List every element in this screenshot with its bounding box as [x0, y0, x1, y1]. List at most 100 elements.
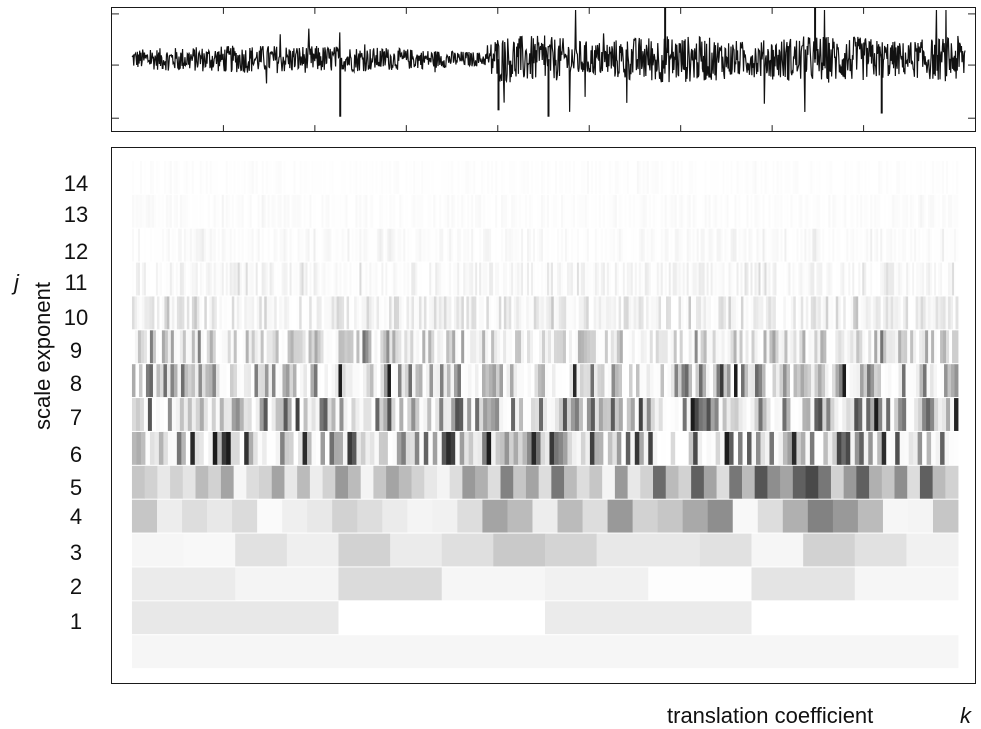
heatmap-cell — [431, 296, 435, 330]
heatmap-cell — [708, 228, 712, 262]
heatmap-cell — [806, 398, 811, 431]
heatmap-cell — [604, 160, 608, 194]
heatmap-cell — [643, 330, 648, 364]
heatmap-cell — [165, 262, 169, 296]
heatmap-cell — [870, 228, 873, 262]
heatmap-cell — [551, 465, 565, 499]
heatmap-cell — [746, 398, 751, 431]
heatmap-cell — [554, 194, 558, 228]
heatmap-cell — [481, 160, 484, 194]
heatmap-cell — [632, 160, 636, 194]
heatmap-cell — [455, 262, 458, 296]
heatmap-cell — [410, 330, 414, 364]
heatmap-cell — [794, 194, 797, 228]
heatmap-cell — [565, 330, 570, 364]
heatmap-cell — [639, 431, 645, 465]
heatmap-cell — [319, 194, 322, 228]
heatmap-cell — [527, 262, 530, 296]
heatmap-cell — [429, 194, 432, 228]
heatmap-cell — [229, 296, 233, 330]
heatmap-cell — [475, 160, 478, 194]
heatmap-cell — [767, 465, 781, 499]
heatmap-cell — [607, 330, 612, 364]
heatmap-cell — [722, 228, 725, 262]
heatmap-cell — [491, 296, 495, 330]
heatmap-cell — [408, 296, 412, 330]
heatmap-cell — [143, 228, 147, 262]
heatmap-cell — [201, 194, 205, 228]
heatmap-cell — [343, 194, 346, 228]
heatmap-cell — [277, 228, 281, 262]
heatmap-cell — [263, 398, 269, 431]
heatmap-cell — [169, 262, 173, 296]
heatmap-cell — [594, 228, 598, 262]
heatmap-cell — [952, 194, 955, 228]
heatmap-cell — [465, 228, 468, 262]
heatmap-cell — [475, 465, 489, 499]
heatmap-cell — [481, 296, 485, 330]
heatmap-cell — [247, 364, 252, 398]
heatmap-cell — [772, 194, 775, 228]
heatmap-cell — [523, 296, 527, 330]
heatmap-cell — [918, 228, 921, 262]
heatmap-cell — [685, 364, 689, 398]
heatmap-cell — [711, 431, 717, 465]
heatmap-cell — [503, 160, 506, 194]
heatmap-cell — [622, 398, 628, 431]
heatmap-cell — [566, 296, 570, 330]
heatmap-cell — [606, 228, 610, 262]
heatmap-cell — [530, 330, 534, 364]
heatmap-cell — [377, 228, 380, 262]
heatmap-cell — [696, 160, 700, 194]
heatmap-cell — [405, 228, 408, 262]
heatmap-cell — [438, 296, 442, 330]
heatmap-cell — [461, 330, 465, 364]
heatmap-cell — [758, 262, 761, 296]
heatmap-cell — [266, 330, 271, 364]
heatmap-cell — [327, 228, 330, 262]
heatmap-cell — [918, 262, 921, 296]
heatmap-cell — [399, 194, 402, 228]
heatmap-cell — [407, 499, 433, 533]
heatmap-cell — [626, 296, 630, 330]
heatmap-cell — [728, 160, 731, 194]
heatmap-cell — [885, 296, 889, 330]
heatmap-cell — [429, 160, 432, 194]
heatmap-cell — [558, 262, 562, 296]
heatmap-cell — [163, 194, 167, 228]
heatmap-cell — [335, 228, 338, 262]
heatmap-cell — [662, 194, 666, 228]
heatmap-cell — [371, 330, 375, 364]
heatmap-cell — [906, 228, 909, 262]
heatmap-cell — [877, 364, 882, 398]
heatmap-cell — [479, 160, 482, 194]
heatmap-cell — [441, 160, 444, 194]
heatmap-cell — [586, 398, 592, 431]
heatmap-cell — [357, 499, 383, 533]
heatmap-cell — [703, 296, 707, 330]
heatmap-cell — [184, 296, 188, 330]
heatmap-cell — [755, 296, 759, 330]
heatmap-cell — [451, 194, 454, 228]
heatmap-cell — [704, 194, 708, 228]
heatmap-cell — [345, 194, 348, 228]
heatmap-cell — [519, 194, 522, 228]
heatmap-cell — [854, 262, 857, 296]
heatmap-cell — [311, 330, 315, 364]
heatmap-cell — [479, 228, 482, 262]
heatmap-cell — [786, 364, 791, 398]
heatmap-cell — [900, 228, 903, 262]
heatmap-cell — [343, 398, 348, 431]
heatmap-cell — [648, 533, 701, 567]
heatmap-cell — [209, 160, 213, 194]
heatmap-cell — [712, 330, 717, 364]
heatmap-cell — [493, 228, 496, 262]
heatmap-cell — [159, 296, 163, 330]
heatmap-cell — [814, 330, 818, 364]
heatmap-cell — [796, 160, 799, 194]
heatmap-cell — [646, 296, 649, 330]
heatmap-cell — [900, 160, 903, 194]
heatmap-cell — [391, 228, 394, 262]
heatmap-cell — [714, 194, 717, 228]
heatmap-cell — [149, 262, 153, 296]
